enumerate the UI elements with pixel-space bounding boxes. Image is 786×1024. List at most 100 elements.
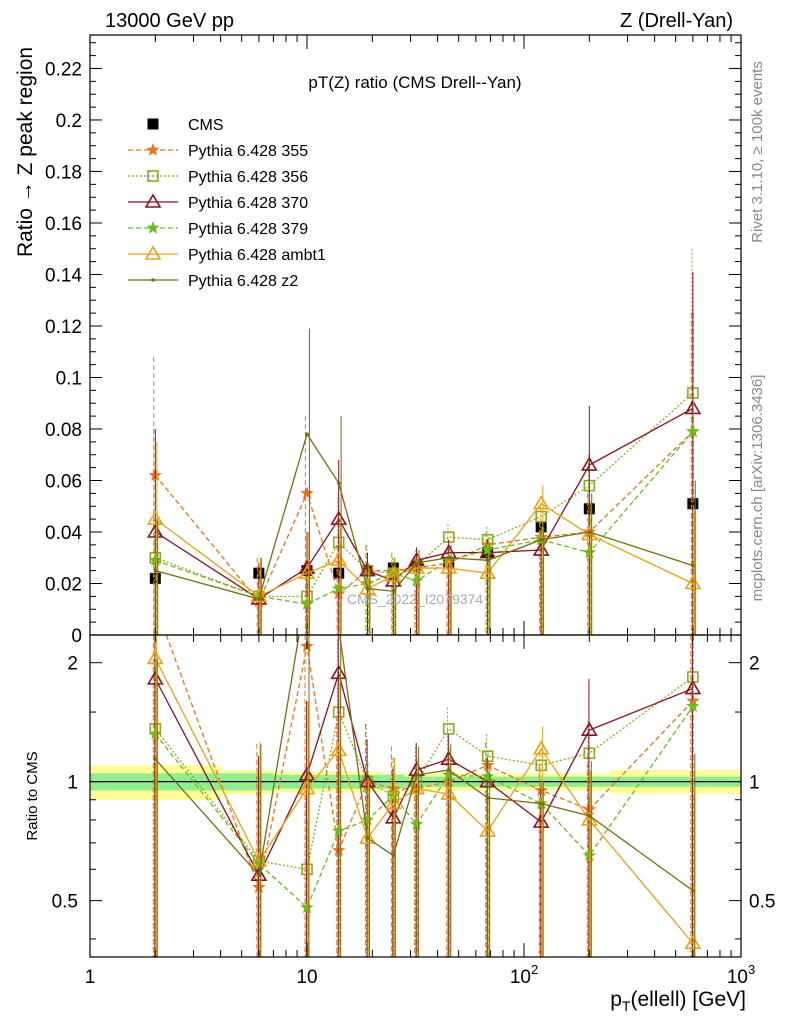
- main-y-tick-label: 0.06: [45, 471, 82, 492]
- ratio-point: [691, 888, 695, 893]
- legend-marker-3: [144, 193, 162, 208]
- ratio-series-line-5: [154, 635, 694, 892]
- main-point: [359, 580, 376, 595]
- main-point: [408, 551, 426, 567]
- ratio-point: [479, 822, 497, 837]
- main-series-line-2: [155, 392, 694, 598]
- ratio-point: [359, 829, 376, 844]
- ratio-series-line-2: [154, 670, 694, 877]
- main-y-tick-label: 0.2: [56, 111, 82, 132]
- main-point: [587, 530, 592, 534]
- legend-marker-1: [146, 143, 160, 156]
- legend-label-2: Pythia 6.428 356: [188, 169, 308, 186]
- ratio-series-line-1: [154, 676, 694, 871]
- ratio-point: [442, 723, 455, 735]
- main-point: [535, 510, 547, 523]
- ratio-point: [332, 824, 346, 837]
- ratio-point: [414, 773, 419, 777]
- ratio-point: [410, 817, 424, 830]
- ratio-panel-axes: 0.5 0.5 1 1 2 2 1 10 102 103: [52, 635, 775, 988]
- main-series-5: [146, 441, 702, 635]
- main-y-tick-label: 0.22: [45, 59, 82, 80]
- ratio-point: [686, 699, 700, 713]
- ratio-series-line-4: [154, 658, 694, 944]
- ratio-y-tick-label-right: 0.5: [749, 892, 775, 913]
- main-point: [485, 558, 490, 563]
- main-point: [532, 495, 550, 510]
- rivet-version-label: Rivet 3.1.10, ≥ 100k events: [749, 61, 766, 243]
- ratio-point: [446, 768, 451, 772]
- ratio-y-tick-label-right: 1: [749, 773, 760, 794]
- main-panel-marks: [146, 248, 702, 635]
- legend-marker-5: [144, 245, 162, 260]
- main-point: [153, 568, 158, 573]
- chart-title: pT(Z) ratio (CMS Drell--Yan): [308, 73, 521, 92]
- main-point: [359, 562, 376, 577]
- main-point: [300, 597, 314, 610]
- main-point: [305, 432, 309, 436]
- ratio-point: [532, 740, 550, 755]
- ratio-point: [330, 741, 348, 757]
- main-y-tick-label: 0.02: [45, 574, 82, 595]
- legend-marker-2: [147, 170, 159, 182]
- ratio-series-line-0: [165, 635, 694, 890]
- ratio-point: [298, 780, 316, 795]
- x-axis-label: pT(ellell) [GeV]: [610, 988, 746, 1014]
- ratio-y-tick-label-right: 2: [749, 654, 760, 675]
- legend-marker-6: [151, 278, 155, 282]
- main-y-tick-label: 0.14: [45, 265, 82, 286]
- main-y-tick-label: 0.04: [45, 523, 82, 544]
- x-tick-label: 102: [510, 962, 538, 988]
- ratio-point: [582, 848, 596, 862]
- main-point: [365, 586, 370, 591]
- main-series-3: [146, 271, 702, 635]
- main-point: [580, 456, 598, 471]
- main-point: [391, 589, 396, 594]
- main-point: [446, 555, 451, 560]
- main-point: [336, 481, 341, 485]
- legend-label-4: Pythia 6.428 379: [188, 221, 308, 238]
- main-y-tick-label: 0.16: [45, 214, 82, 235]
- main-point: [146, 510, 164, 525]
- legend: CMS Pythia 6.428 355 Pythia 6.428 356 Pythi…: [128, 117, 326, 290]
- main-y-axis-label: Ratio → Z peak region: [14, 47, 37, 257]
- main-point: [440, 559, 458, 574]
- main-panel-axes: 0 0.02 0.04 0.06 0.08 0.1 0.12 0.14 0.16 0.18 0.2 0…: [45, 35, 741, 647]
- ratio-point: [148, 727, 162, 740]
- main-point: [582, 545, 596, 559]
- main-point: [686, 424, 700, 438]
- legend-marker-4: [146, 221, 160, 234]
- ratio-point: [391, 853, 396, 858]
- main-point: [330, 510, 348, 525]
- x-tick-label: 10: [296, 967, 317, 988]
- ratio-point: [384, 795, 402, 810]
- ratio-point: [481, 769, 495, 783]
- analysis-watermark: CMS_2022_I2079374: [347, 591, 483, 607]
- main-y-tick-label: 0.12: [45, 317, 82, 338]
- ratio-y-tick-label: 0.5: [52, 892, 78, 913]
- x-tick-exponent: 2: [531, 962, 538, 977]
- legend-label-3: Pythia 6.428 370: [188, 195, 308, 212]
- ratio-point: [257, 873, 261, 877]
- x-tick-label: 103: [727, 962, 755, 988]
- main-y-tick-label: 0: [71, 626, 82, 647]
- main-point: [479, 544, 497, 559]
- main-point: [479, 564, 497, 579]
- ratio-series-3: [148, 635, 700, 957]
- legend-marker-0: [147, 118, 159, 130]
- ratio-series-2: [146, 635, 702, 957]
- main-series-4: [148, 313, 700, 635]
- ratio-point: [330, 664, 348, 680]
- main-point: [384, 572, 402, 587]
- ratio-point: [298, 766, 316, 781]
- x-tick-label: 1: [85, 967, 96, 988]
- ratio-y-tick-label: 2: [67, 654, 78, 675]
- main-point: [684, 399, 702, 415]
- ratio-point: [580, 721, 598, 736]
- main-point: [410, 573, 424, 587]
- ratio-point: [587, 813, 592, 818]
- ratio-point: [360, 812, 375, 826]
- x-axis-label-main: p: [610, 988, 622, 1011]
- main-point: [386, 566, 400, 579]
